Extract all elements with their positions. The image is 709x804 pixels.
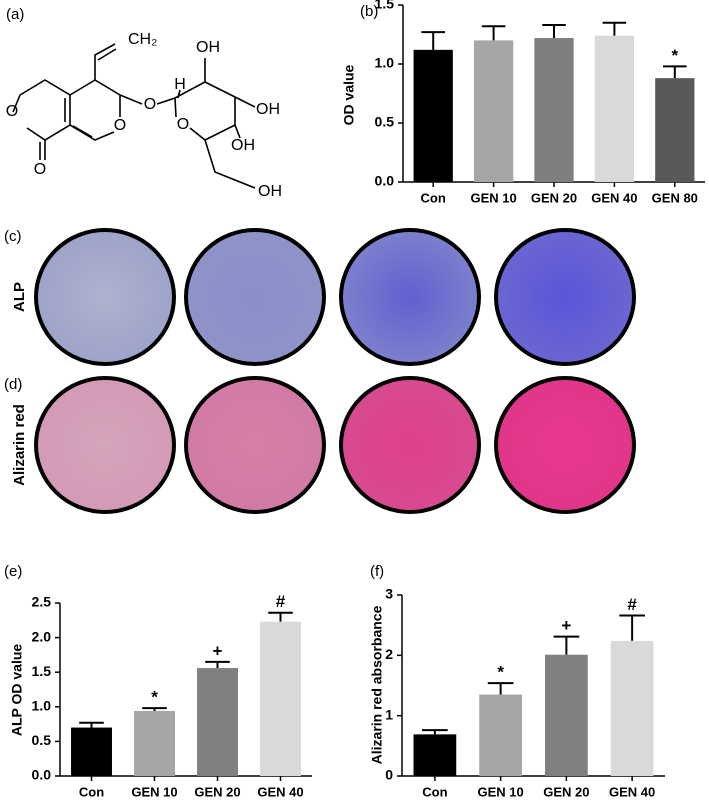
significance-marker: #: [276, 592, 286, 611]
y-tick-label: 1.5: [375, 0, 395, 12]
well-image: [494, 228, 636, 366]
significance-marker: +: [561, 616, 571, 635]
x-tick-label: GEN 40: [609, 784, 655, 799]
bar: [655, 78, 695, 182]
y-tick-label: 0.0: [32, 767, 52, 783]
y-axis-label: Alizarin red absorbance: [369, 605, 385, 764]
panel-label: (e): [4, 563, 22, 580]
x-tick-label: GEN 10: [131, 784, 177, 799]
x-tick-label: GEN 40: [591, 190, 637, 205]
bar: [413, 734, 457, 776]
y-tick-label: 3: [385, 586, 393, 602]
bar: [134, 710, 175, 776]
bar: [534, 38, 574, 182]
atom: O: [34, 161, 46, 178]
y-tick-label: 0.0: [375, 173, 395, 189]
y-tick-label: 1.0: [32, 698, 52, 714]
bar: [197, 668, 238, 776]
panel-label: (f): [370, 563, 384, 580]
bar: [473, 40, 514, 183]
y-axis-label: OD value: [341, 64, 357, 125]
atom: OH: [258, 183, 282, 200]
x-tick-label: Con: [422, 784, 447, 799]
well-image: [34, 228, 176, 366]
y-tick-label: 2.5: [32, 594, 52, 610]
x-tick-label: GEN 20: [543, 784, 589, 799]
x-tick-label: GEN 40: [257, 784, 303, 799]
x-tick-label: Con: [79, 784, 104, 799]
atom: O: [6, 103, 18, 120]
atom: H: [174, 76, 186, 93]
panel-label: (a): [6, 6, 24, 23]
x-tick-label: GEN 80: [652, 190, 698, 205]
well-image: [184, 228, 326, 366]
bar: [594, 35, 635, 183]
well-image: [339, 228, 481, 366]
well-image: [339, 376, 481, 514]
panel-label: (d): [4, 376, 22, 393]
bar: [71, 727, 112, 776]
row-label: ALP: [11, 282, 28, 312]
atom: OH: [231, 137, 255, 154]
significance-marker: *: [497, 663, 504, 682]
atom: OH: [256, 101, 280, 118]
well-image: [184, 376, 326, 514]
atom: O: [177, 116, 189, 133]
atom: OH: [196, 39, 220, 56]
y-tick-label: 1.5: [32, 663, 52, 679]
y-tick-label: 1.0: [375, 55, 395, 71]
structure-bonds: [12, 43, 256, 189]
bar: [413, 49, 453, 183]
y-tick-label: 2.0: [32, 628, 52, 644]
x-tick-label: GEN 10: [478, 784, 524, 799]
y-tick-label: 0.5: [375, 114, 395, 130]
bar: [260, 621, 301, 776]
significance-marker: +: [213, 641, 223, 660]
y-axis-label: ALP OD value: [9, 644, 25, 737]
y-tick-label: 1: [385, 706, 393, 722]
atom: CH₂: [128, 31, 157, 48]
x-tick-label: GEN 20: [531, 190, 577, 205]
significance-marker: *: [671, 46, 678, 65]
well-image: [34, 376, 176, 514]
significance-marker: *: [151, 688, 158, 707]
bar: [610, 640, 654, 776]
y-tick-label: 0.5: [32, 732, 52, 748]
bar: [545, 654, 588, 776]
well-image: [494, 376, 636, 514]
y-tick-label: 2: [385, 646, 393, 662]
significance-marker: #: [627, 595, 637, 614]
y-tick-label: 0: [385, 767, 393, 783]
bar: [479, 694, 522, 776]
atom: O: [114, 117, 126, 134]
x-tick-label: GEN 10: [470, 190, 516, 205]
panel-label: (c): [4, 228, 22, 245]
row-label: Alizarin red: [11, 404, 28, 486]
x-tick-label: GEN 20: [194, 784, 240, 799]
x-tick-label: Con: [421, 190, 446, 205]
atom: O: [144, 96, 156, 113]
panel-label: (b): [360, 3, 378, 20]
